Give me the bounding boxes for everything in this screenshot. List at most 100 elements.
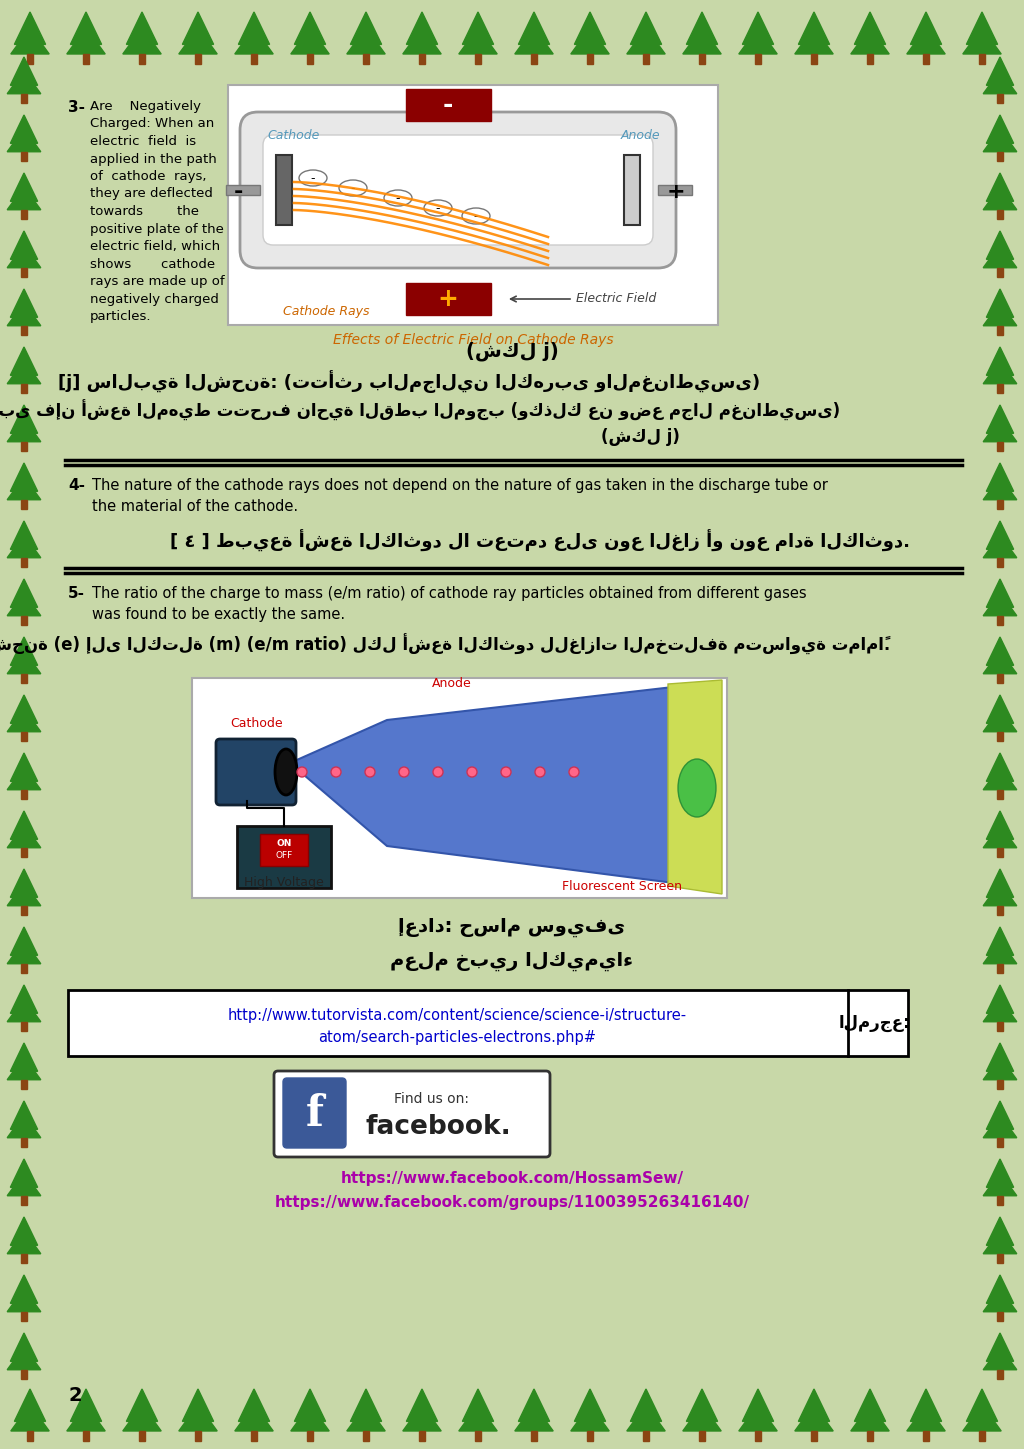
Polygon shape	[986, 464, 1014, 491]
Bar	[22, 558, 27, 567]
Polygon shape	[7, 709, 41, 732]
Polygon shape	[10, 230, 38, 259]
Bar	[22, 152, 27, 161]
Polygon shape	[10, 1159, 38, 1187]
Polygon shape	[963, 1404, 1001, 1432]
Bar	[22, 94, 27, 103]
Polygon shape	[986, 1159, 1014, 1187]
Text: 5-: 5-	[68, 585, 85, 601]
Polygon shape	[7, 593, 41, 616]
Polygon shape	[71, 1390, 101, 1421]
Bar	[997, 790, 1002, 798]
Bar	[698, 1432, 706, 1442]
Polygon shape	[518, 12, 550, 45]
Bar	[22, 500, 27, 509]
Bar	[251, 1432, 257, 1442]
Polygon shape	[986, 1101, 1014, 1129]
Polygon shape	[126, 12, 158, 45]
Bar	[997, 1369, 1002, 1378]
Polygon shape	[347, 1404, 385, 1432]
Bar	[22, 1253, 27, 1262]
Polygon shape	[570, 28, 609, 54]
Polygon shape	[986, 638, 1014, 665]
Polygon shape	[631, 12, 662, 45]
Polygon shape	[402, 28, 441, 54]
Polygon shape	[983, 1056, 1017, 1080]
Text: المرجع:: المرجع:	[839, 1014, 911, 1032]
Bar	[22, 732, 27, 740]
Bar	[979, 54, 985, 64]
Text: The nature of the cathode rays does not depend on the nature of gas taken in the: The nature of the cathode rays does not …	[92, 478, 827, 514]
Text: 2: 2	[68, 1387, 82, 1406]
Bar	[997, 964, 1002, 972]
Bar	[643, 54, 649, 64]
Polygon shape	[851, 28, 889, 54]
Polygon shape	[7, 1346, 41, 1369]
Polygon shape	[967, 1390, 997, 1421]
Bar	[997, 442, 1002, 451]
Text: -: -	[474, 210, 478, 223]
Polygon shape	[182, 1390, 214, 1421]
Bar	[923, 54, 929, 64]
Bar	[251, 54, 257, 64]
Polygon shape	[986, 869, 1014, 897]
Polygon shape	[983, 651, 1017, 674]
Polygon shape	[799, 12, 829, 45]
Text: -: -	[351, 183, 355, 196]
Bar	[698, 54, 706, 64]
Polygon shape	[71, 12, 101, 45]
Polygon shape	[179, 1404, 217, 1432]
Polygon shape	[7, 535, 41, 558]
Polygon shape	[7, 1114, 41, 1137]
Polygon shape	[11, 1404, 49, 1432]
Polygon shape	[239, 1390, 269, 1421]
Polygon shape	[742, 12, 773, 45]
FancyBboxPatch shape	[274, 1071, 550, 1156]
Polygon shape	[67, 28, 105, 54]
Bar	[193, 678, 727, 898]
Polygon shape	[7, 651, 41, 674]
Polygon shape	[7, 882, 41, 906]
Bar	[997, 1311, 1002, 1320]
Polygon shape	[67, 1404, 105, 1432]
Polygon shape	[7, 1056, 41, 1080]
Polygon shape	[407, 12, 437, 45]
Text: OFF: OFF	[275, 851, 293, 859]
Text: f: f	[306, 1093, 324, 1135]
Polygon shape	[295, 12, 326, 45]
Text: Cathode Rays: Cathode Rays	[283, 304, 370, 317]
Bar	[195, 1432, 201, 1442]
Bar	[22, 848, 27, 856]
Polygon shape	[7, 1230, 41, 1253]
Bar	[237, 826, 331, 888]
Polygon shape	[983, 593, 1017, 616]
Bar	[406, 88, 490, 122]
Text: معلم خبير الكيمياء: معلم خبير الكيمياء	[390, 952, 634, 971]
Text: -: -	[233, 183, 243, 201]
Polygon shape	[742, 1390, 773, 1421]
Polygon shape	[686, 12, 718, 45]
Bar	[658, 185, 692, 196]
Polygon shape	[291, 28, 329, 54]
Bar	[997, 906, 1002, 914]
Bar	[811, 54, 817, 64]
Polygon shape	[239, 12, 269, 45]
Text: [ϳ] سالبية الشحنة: (تتأثر بالمجالين الكهربى والمغناطيسى): [ϳ] سالبية الشحنة: (تتأثر بالمجالين الكه…	[58, 369, 760, 393]
Polygon shape	[986, 696, 1014, 723]
Polygon shape	[10, 1275, 38, 1303]
Circle shape	[433, 767, 443, 777]
Text: 4-: 4-	[68, 478, 85, 493]
Bar	[997, 1022, 1002, 1030]
Polygon shape	[986, 57, 1014, 85]
Polygon shape	[738, 1404, 777, 1432]
Polygon shape	[10, 114, 38, 143]
Bar	[997, 616, 1002, 625]
Polygon shape	[795, 1404, 834, 1432]
Bar	[139, 1432, 145, 1442]
Polygon shape	[7, 303, 41, 326]
Bar	[22, 790, 27, 798]
Polygon shape	[518, 1390, 550, 1421]
Bar	[997, 1137, 1002, 1146]
Text: https://www.facebook.com/groups/1100395263416140/: https://www.facebook.com/groups/11003952…	[274, 1195, 750, 1210]
Text: Are    Negatively
Charged: When an
electric  field  is
applied in the path
of  c: Are Negatively Charged: When an electric…	[90, 100, 224, 323]
